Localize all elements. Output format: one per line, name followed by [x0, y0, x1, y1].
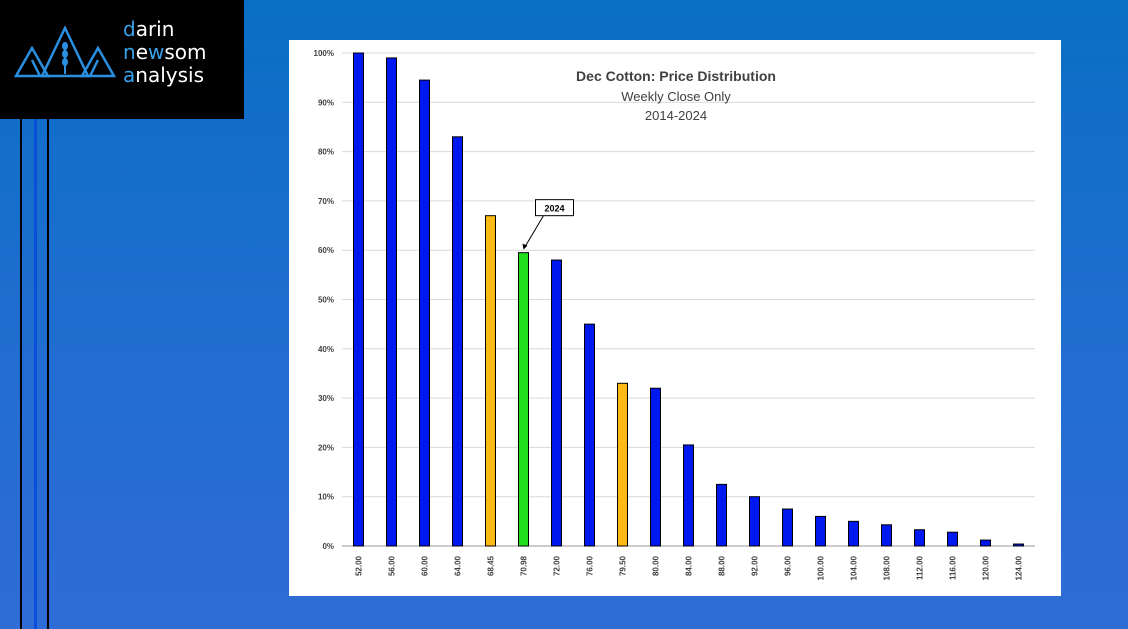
decor-line-black-2	[47, 119, 49, 629]
y-tick-label: 100%	[314, 49, 334, 58]
decor-line-black-1	[20, 119, 22, 629]
annotation-arrowhead	[522, 243, 528, 250]
bar	[584, 323, 595, 547]
bar	[782, 508, 793, 547]
y-tick-label: 10%	[318, 493, 334, 502]
bar	[947, 531, 958, 547]
bar	[716, 483, 727, 547]
bar	[386, 57, 397, 547]
x-tick-label: 60.00	[421, 555, 430, 576]
x-tick-label: 68.45	[487, 555, 496, 576]
bar	[485, 215, 496, 547]
chart-subtitle-years: 2014-2024	[645, 108, 707, 123]
bar	[617, 382, 628, 547]
y-tick-label: 30%	[318, 394, 334, 403]
bar	[914, 529, 925, 547]
x-tick-label: 104.00	[850, 555, 859, 580]
bar	[650, 387, 661, 547]
x-tick-label: 96.00	[784, 555, 793, 576]
decor-line-blue	[34, 119, 37, 629]
x-tick-label: 79.50	[619, 555, 628, 576]
y-tick-label: 20%	[318, 443, 334, 452]
chart-subtitle: Weekly Close Only	[621, 89, 731, 104]
annotation-arrow	[524, 215, 544, 248]
bar-chart: 0% 10% 20% 30% 40% 50% 60% 70% 80% 90% 100% 52.00 5…	[314, 49, 1035, 580]
x-tick-label: 52.00	[355, 555, 364, 576]
x-tick-label: 112.00	[916, 555, 925, 580]
brand-wordmark: darin newsom analysis	[123, 17, 207, 87]
annotation-box	[535, 199, 574, 217]
x-tick-label: 64.00	[454, 555, 463, 576]
x-tick-label: 88.00	[718, 555, 727, 576]
y-tick-label: 70%	[318, 197, 334, 206]
bar	[452, 136, 463, 547]
mountain-logo-icon	[14, 25, 116, 78]
brand-logo: darin newsom analysis	[0, 0, 244, 119]
x-tick-label: 72.00	[553, 555, 562, 576]
bar	[881, 524, 892, 547]
y-tick-label: 50%	[318, 296, 334, 305]
bar	[353, 52, 364, 547]
y-tick-label: 0%	[322, 542, 334, 551]
y-tick-label: 40%	[318, 345, 334, 354]
x-tick-label: 108.00	[883, 555, 892, 580]
x-tick-label: 70.98	[520, 555, 529, 576]
y-tick-label: 60%	[318, 246, 334, 255]
x-tick-label: 92.00	[751, 555, 760, 576]
bar	[815, 515, 826, 547]
y-tick-label: 90%	[318, 98, 334, 107]
bar	[683, 444, 694, 547]
chart-title: Dec Cotton: Price Distribution	[576, 68, 776, 84]
bar	[1013, 543, 1024, 547]
bar	[980, 539, 991, 547]
x-tick-label: 80.00	[652, 555, 661, 576]
x-tick-label: 76.00	[586, 555, 595, 576]
bar	[848, 520, 859, 547]
bar	[749, 496, 760, 547]
chart-panel: 0% 10% 20% 30% 40% 50% 60% 70% 80% 90% 100% 52.00 5…	[289, 40, 1061, 596]
x-tick-label: 116.00	[949, 555, 958, 580]
x-tick-label: 84.00	[685, 555, 694, 576]
x-tick-label: 56.00	[388, 555, 397, 576]
bar	[551, 259, 562, 547]
y-tick-label: 80%	[318, 148, 334, 157]
x-tick-label: 100.00	[817, 555, 826, 580]
x-tick-label: 124.00	[1015, 555, 1024, 580]
bar	[419, 79, 430, 547]
x-tick-label: 120.00	[982, 555, 991, 580]
annotation-label: 2024	[544, 204, 564, 214]
bar	[518, 252, 529, 547]
